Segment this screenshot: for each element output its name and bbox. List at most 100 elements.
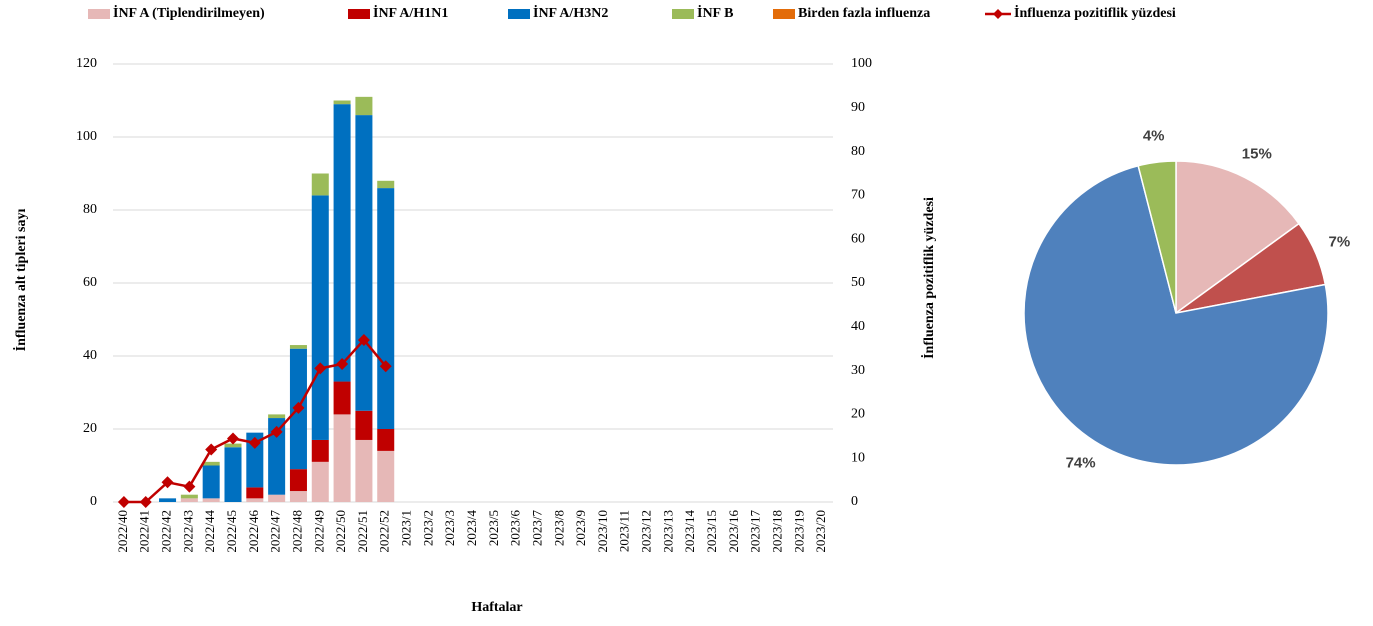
legend-swatch (348, 9, 370, 19)
bar-segment (268, 414, 286, 419)
pie-label: 15% (1242, 145, 1272, 162)
bar-segment (355, 96, 373, 116)
x-tick-label: 2023/11 (617, 510, 632, 552)
x-tick-label: 2022/45 (224, 510, 239, 553)
bar-segment (246, 498, 264, 502)
x-tick-label: 2023/8 (551, 510, 566, 546)
bar-segment (333, 414, 351, 502)
y2-tick-label: 50 (851, 275, 865, 290)
x-tick-label: 2022/42 (159, 510, 174, 553)
bar-segment (246, 432, 264, 488)
y-axis-title: İnfluenza alt tipleri sayı (12, 209, 29, 352)
y2-tick-label: 10 (851, 450, 865, 465)
bar-segment (311, 461, 329, 502)
bar-segment (311, 439, 329, 462)
bar-segment (355, 410, 373, 440)
legend-swatch (993, 9, 1003, 19)
line-marker (183, 480, 196, 493)
y2-tick-label: 80 (851, 144, 865, 159)
x-tick-label: 2022/43 (180, 510, 195, 553)
line-marker (248, 436, 261, 449)
bar-segment (289, 491, 307, 502)
x-tick-label: 2023/10 (595, 510, 610, 553)
x-tick-label: 2022/46 (246, 510, 261, 553)
y2-tick-label: 0 (851, 494, 858, 509)
line-marker (161, 476, 174, 489)
y2-tick-label: 40 (851, 319, 865, 334)
line-marker (139, 496, 152, 508)
y-tick-label: 80 (83, 202, 97, 217)
x-tick-label: 2023/19 (791, 510, 806, 553)
bar-segment (268, 494, 286, 502)
bar-segment (202, 461, 220, 466)
bar-segment (289, 469, 307, 492)
x-tick-label: 2022/47 (268, 510, 283, 553)
y2-tick-label: 20 (851, 407, 865, 422)
x-tick-label: 2023/18 (769, 510, 784, 553)
line-marker (379, 360, 392, 373)
bar-segment (311, 195, 329, 440)
legend-label: Birden fazla influenza (798, 6, 930, 21)
x-tick-label: 2022/51 (355, 510, 370, 553)
bar-segment (311, 173, 329, 196)
x-tick-label: 2023/5 (486, 510, 501, 546)
x-tick-label: 2023/17 (748, 510, 763, 553)
line-marker (270, 425, 283, 438)
pie-label: 74% (1066, 454, 1096, 471)
bar-segment (180, 494, 198, 499)
x-tick-label: 2023/16 (726, 510, 741, 553)
y-tick-label: 60 (83, 275, 97, 290)
pie-slice (1023, 164, 1329, 466)
pie-label: 7% (1329, 233, 1351, 250)
pie-label: 4% (1143, 127, 1165, 144)
bar-segment (202, 498, 220, 502)
line-marker (117, 496, 130, 508)
bar-segment (377, 188, 395, 429)
line-marker (205, 443, 218, 456)
x-tick-label: 2023/6 (508, 510, 523, 547)
bar-segment (268, 418, 286, 495)
y2-tick-label: 60 (851, 231, 865, 246)
pie-slice (1175, 160, 1301, 315)
y-tick-label: 0 (90, 494, 97, 509)
bar-segment (377, 429, 395, 451)
x-tick-label: 2022/52 (377, 510, 392, 553)
x-tick-label: 2022/40 (115, 510, 130, 553)
legend-label: İNF A (Tiplendirilmeyen) (113, 4, 265, 21)
line-marker (314, 362, 327, 375)
legend-label: İnfluenza pozitiflik yüzdesi (1014, 4, 1176, 21)
bar-segment (377, 180, 395, 189)
x-tick-label: 2022/49 (311, 510, 326, 553)
bar-segment (355, 439, 373, 502)
y2-tick-label: 100 (851, 56, 872, 71)
x-tick-label: 2023/13 (660, 510, 675, 553)
bar-segment (224, 443, 242, 448)
bar-segment (333, 381, 351, 415)
x-tick-label: 2023/1 (399, 510, 414, 546)
y-tick-label: 120 (76, 56, 97, 71)
x-tick-label: 2022/44 (202, 510, 217, 553)
x-tick-label: 2023/14 (682, 510, 697, 553)
x-tick-label: 2023/20 (813, 510, 828, 553)
legend-swatch (88, 9, 110, 19)
line-marker (292, 401, 305, 414)
x-tick-label: 2023/4 (464, 510, 479, 547)
y2-tick-label: 30 (851, 363, 865, 378)
bar-segment (377, 450, 395, 502)
x-axis-title: Haftalar (471, 600, 522, 615)
x-tick-label: 2023/9 (573, 510, 588, 546)
bar-segment (246, 487, 264, 499)
y-tick-label: 40 (83, 348, 97, 363)
bar-segment (159, 498, 177, 502)
bar-segment (224, 447, 242, 502)
bar-segment (333, 100, 351, 105)
x-tick-label: 2022/50 (333, 510, 348, 553)
y2-tick-label: 70 (851, 188, 865, 203)
legend-swatch (773, 9, 795, 19)
legend-label: İNF A/H1N1 (373, 4, 448, 21)
x-tick-label: 2023/7 (529, 510, 544, 547)
pie-slice (1137, 160, 1177, 314)
y2-axis-title: İnfluenza pozitiflik yüzdesi (920, 197, 937, 359)
line-marker (336, 358, 349, 371)
